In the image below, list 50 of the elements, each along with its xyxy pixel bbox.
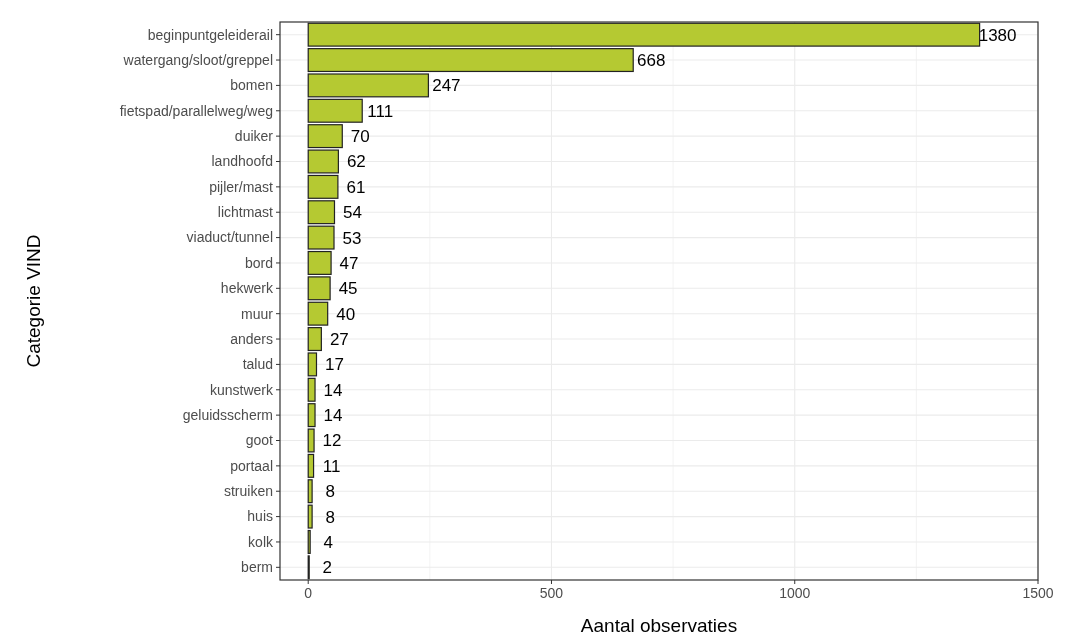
data-label: 14 (323, 406, 343, 426)
data-label: 54 (343, 203, 362, 223)
data-label: 11 (322, 456, 341, 476)
y-tick-label: muur (241, 305, 274, 322)
data-label: 247 (432, 76, 461, 96)
data-label: 1380 (978, 25, 1017, 45)
y-tick-label: geluidsscherm (182, 407, 273, 424)
y-tick-label: fietspad/parallelweg/weg (119, 102, 273, 119)
y-tick-label: anders (230, 330, 273, 347)
y-tick-label: pijler/mast (209, 178, 274, 195)
x-tick-label: 1500 (1022, 585, 1054, 601)
data-label: 62 (346, 152, 366, 172)
data-label: 8 (325, 507, 335, 527)
x-tick-label: 1000 (779, 585, 811, 601)
y-tick-label: portaal (230, 457, 273, 474)
x-tick-label: 500 (539, 585, 564, 601)
data-label: 61 (346, 177, 366, 197)
data-label: 70 (350, 127, 370, 147)
y-tick-label: lichtmast (217, 204, 274, 221)
y-tick-label: goot (245, 432, 274, 449)
x-axis-title: Aantal observaties (580, 615, 738, 636)
data-label: 2 (322, 558, 332, 578)
y-tick-label: kolk (248, 533, 274, 550)
data-label: 40 (336, 304, 356, 324)
data-label: 14 (323, 380, 343, 400)
data-label: 27 (329, 330, 349, 349)
y-tick-label: viaduct/tunnel (186, 229, 273, 246)
data-label: 45 (338, 279, 358, 299)
data-label: 4 (323, 532, 333, 552)
data-label: 668 (637, 51, 666, 70)
y-tick-label: bomen (230, 77, 273, 94)
y-tick-label: struiken (223, 483, 273, 500)
y-tick-label: talud (242, 356, 273, 373)
y-tick-label: kunstwerk (209, 381, 274, 398)
y-tick-label: hekwerk (220, 280, 274, 297)
data-label: 47 (339, 253, 359, 273)
y-tick-label: huis (247, 508, 273, 525)
y-axis-title: Categorie VIND (23, 234, 44, 368)
data-label: 17 (325, 355, 344, 375)
y-tick-label: beginpuntgeleiderail (147, 26, 273, 43)
y-tick-label: landhoofd (211, 153, 273, 170)
y-tick-label: watergang/sloot/greppel (122, 51, 273, 68)
y-tick-label: berm (241, 559, 273, 576)
data-label: 53 (342, 228, 362, 248)
data-label: 12 (322, 431, 342, 451)
data-label: 8 (325, 482, 335, 502)
y-tick-label: bord (244, 254, 273, 271)
x-tick-label: 0 (304, 585, 313, 601)
y-tick-label: duiker (234, 128, 274, 145)
data-label: 111 (367, 101, 394, 121)
